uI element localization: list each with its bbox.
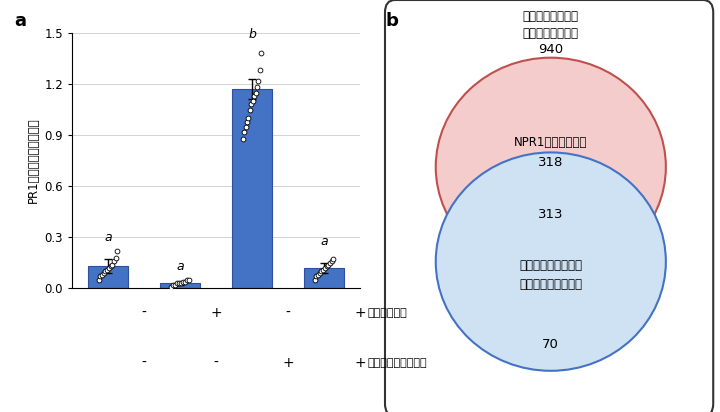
Point bbox=[103, 265, 114, 271]
Text: +: + bbox=[354, 306, 366, 320]
Text: -: - bbox=[214, 356, 218, 370]
Y-axis label: PR1遣伝子の相対発現量: PR1遣伝子の相対発現量 bbox=[27, 118, 40, 204]
Point bbox=[102, 267, 113, 273]
Point bbox=[171, 280, 183, 287]
Point bbox=[326, 258, 338, 265]
Point bbox=[254, 67, 266, 74]
Bar bbox=[160, 283, 199, 288]
Point bbox=[237, 135, 248, 142]
Point bbox=[108, 258, 120, 265]
Point bbox=[240, 123, 251, 130]
Point bbox=[318, 267, 329, 273]
Point bbox=[248, 93, 260, 99]
Text: が上昇する遣伝子: が上昇する遣伝子 bbox=[523, 27, 579, 40]
Point bbox=[167, 282, 179, 288]
Point bbox=[323, 261, 334, 268]
Text: -: - bbox=[142, 356, 146, 370]
Text: -: - bbox=[286, 306, 290, 320]
Point bbox=[98, 270, 109, 276]
Bar bbox=[89, 266, 128, 288]
Point bbox=[321, 263, 333, 269]
Point bbox=[314, 270, 325, 276]
Point bbox=[174, 280, 185, 287]
Point bbox=[110, 255, 122, 261]
Point bbox=[184, 276, 195, 283]
Point bbox=[165, 283, 176, 290]
Point bbox=[253, 77, 264, 84]
Text: 940: 940 bbox=[539, 43, 563, 56]
Point bbox=[94, 273, 106, 280]
Point bbox=[324, 260, 336, 266]
Text: NPR1依存性遣伝子: NPR1依存性遣伝子 bbox=[514, 136, 588, 149]
Point bbox=[169, 282, 181, 288]
Text: テノキシカムで発現: テノキシカムで発現 bbox=[519, 259, 582, 272]
Point bbox=[309, 276, 320, 283]
Text: b: b bbox=[248, 28, 256, 42]
Point bbox=[247, 98, 258, 104]
Text: a: a bbox=[320, 234, 328, 248]
Point bbox=[177, 278, 189, 285]
Point bbox=[256, 50, 267, 57]
Point bbox=[319, 265, 330, 271]
Point bbox=[310, 273, 322, 280]
Bar bbox=[232, 89, 272, 288]
Point bbox=[244, 106, 256, 113]
Point bbox=[107, 261, 118, 268]
Text: 318: 318 bbox=[538, 156, 564, 169]
Text: 313: 313 bbox=[538, 208, 564, 221]
Point bbox=[315, 268, 327, 275]
Point bbox=[105, 263, 117, 269]
Point bbox=[250, 89, 261, 96]
Point bbox=[251, 84, 263, 91]
Text: トマト斑葉細菌病菌: トマト斑葉細菌病菌 bbox=[367, 358, 427, 368]
Text: b: b bbox=[385, 12, 398, 30]
Point bbox=[93, 276, 104, 283]
Ellipse shape bbox=[436, 58, 666, 276]
Point bbox=[241, 118, 253, 125]
Text: a: a bbox=[176, 260, 184, 273]
Text: +: + bbox=[282, 356, 294, 370]
Text: a: a bbox=[104, 231, 112, 244]
Point bbox=[246, 101, 257, 108]
Point bbox=[179, 278, 191, 285]
Text: +: + bbox=[354, 356, 366, 370]
Text: +: + bbox=[210, 306, 222, 320]
Text: -: - bbox=[142, 306, 146, 320]
FancyBboxPatch shape bbox=[385, 0, 714, 412]
Point bbox=[328, 256, 339, 263]
Point bbox=[96, 272, 108, 278]
Text: 70: 70 bbox=[542, 337, 559, 351]
Point bbox=[99, 268, 111, 275]
Ellipse shape bbox=[436, 152, 666, 371]
Text: サリチル酸で発現: サリチル酸で発現 bbox=[523, 10, 579, 23]
Bar bbox=[305, 268, 344, 288]
Point bbox=[312, 272, 324, 278]
Point bbox=[175, 280, 186, 287]
Point bbox=[181, 276, 193, 283]
Point bbox=[112, 248, 123, 254]
Point bbox=[243, 115, 254, 122]
Point bbox=[238, 129, 250, 135]
Text: テノキシカム: テノキシカム bbox=[367, 308, 407, 318]
Text: が抑制される遣伝子: が抑制される遣伝子 bbox=[519, 278, 582, 291]
Text: a: a bbox=[14, 12, 27, 30]
